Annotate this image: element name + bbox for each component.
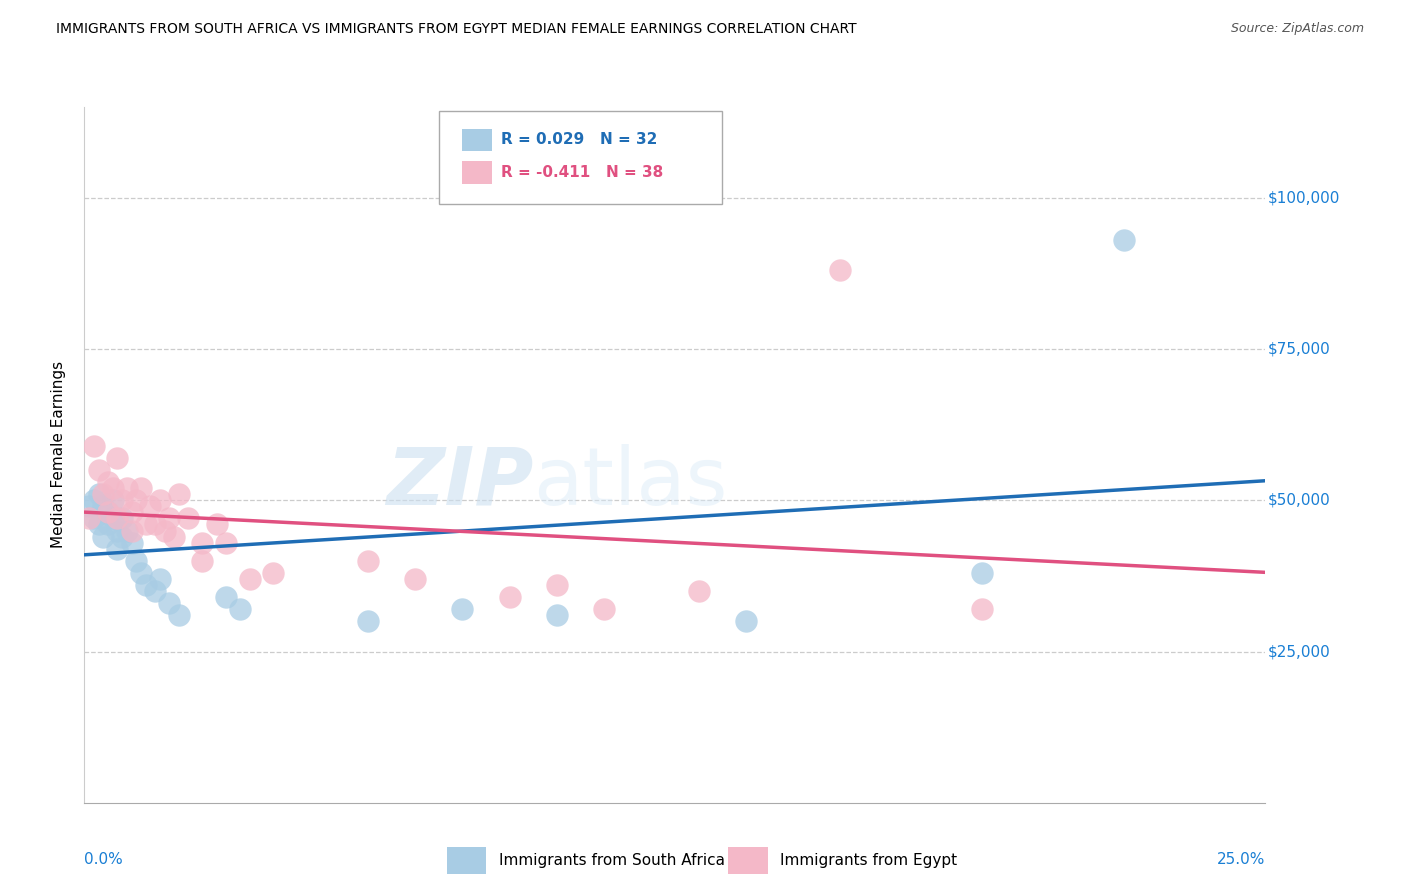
Point [688, 584, 710, 599]
Point [111, 530, 134, 544]
Point [91, 530, 114, 544]
Point [191, 554, 214, 568]
Text: IMMIGRANTS FROM SOUTH AFRICA VS IMMIGRANTS FROM EGYPT MEDIAN FEMALE EARNINGS COR: IMMIGRANTS FROM SOUTH AFRICA VS IMMIGRAN… [56, 22, 856, 37]
Point [97, 517, 120, 532]
Text: Source: ZipAtlas.com: Source: ZipAtlas.com [1230, 22, 1364, 36]
Point [357, 554, 380, 568]
Point [1112, 233, 1135, 247]
Point [404, 572, 426, 586]
Point [107, 511, 129, 525]
Point [149, 572, 172, 586]
Point [153, 524, 176, 538]
Point [830, 263, 852, 277]
Point [970, 602, 993, 616]
Text: 0.0%: 0.0% [84, 852, 124, 866]
Point [115, 481, 138, 495]
Point [129, 481, 152, 495]
Point [87, 517, 110, 532]
Point [239, 572, 262, 586]
Point [77, 500, 100, 514]
Point [135, 517, 157, 532]
Point [91, 487, 114, 501]
Point [115, 524, 138, 538]
Point [125, 493, 148, 508]
Point [121, 505, 143, 519]
Point [191, 535, 214, 549]
Point [121, 535, 143, 549]
Point [163, 530, 186, 544]
Point [143, 584, 166, 599]
Point [139, 500, 162, 514]
Point [111, 511, 134, 525]
Point [143, 517, 166, 532]
Text: Immigrants from Egypt: Immigrants from Egypt [780, 854, 957, 868]
Point [97, 505, 120, 519]
Point [91, 500, 114, 514]
Point [101, 493, 124, 508]
Point [215, 535, 238, 549]
Text: R = -0.411   N = 38: R = -0.411 N = 38 [502, 165, 664, 180]
Point [546, 578, 568, 592]
Text: $100,000: $100,000 [1268, 190, 1340, 205]
Point [101, 481, 124, 495]
Text: ZIP: ZIP [385, 443, 533, 522]
Y-axis label: Median Female Earnings: Median Female Earnings [51, 361, 66, 549]
Text: $75,000: $75,000 [1268, 342, 1330, 357]
Point [87, 463, 110, 477]
Point [121, 524, 143, 538]
Text: $25,000: $25,000 [1268, 644, 1330, 659]
Point [970, 566, 993, 580]
Point [135, 578, 157, 592]
Point [107, 541, 129, 556]
Point [77, 511, 100, 525]
Point [593, 602, 616, 616]
Text: Immigrants from South Africa: Immigrants from South Africa [499, 854, 725, 868]
Point [229, 602, 252, 616]
Text: $50,000: $50,000 [1268, 492, 1330, 508]
Text: atlas: atlas [533, 443, 727, 522]
Point [167, 608, 190, 623]
Point [129, 566, 152, 580]
Point [734, 615, 756, 629]
Point [125, 554, 148, 568]
Point [357, 615, 380, 629]
Point [107, 450, 129, 465]
FancyBboxPatch shape [439, 111, 723, 204]
Point [167, 487, 190, 501]
Point [97, 505, 120, 519]
Point [177, 511, 200, 525]
Text: 25.0%: 25.0% [1218, 852, 1265, 866]
Point [101, 511, 124, 525]
Point [546, 608, 568, 623]
Point [97, 475, 120, 490]
Point [107, 524, 129, 538]
FancyBboxPatch shape [463, 161, 492, 184]
Point [87, 487, 110, 501]
Point [157, 511, 180, 525]
Point [498, 590, 520, 604]
Point [205, 517, 228, 532]
Point [149, 493, 172, 508]
Point [157, 596, 180, 610]
Point [215, 590, 238, 604]
Point [262, 566, 284, 580]
FancyBboxPatch shape [463, 128, 492, 151]
Point [83, 493, 105, 508]
Point [83, 439, 105, 453]
Text: R = 0.029   N = 32: R = 0.029 N = 32 [502, 132, 658, 147]
Point [111, 493, 134, 508]
Point [83, 511, 105, 525]
Point [451, 602, 474, 616]
